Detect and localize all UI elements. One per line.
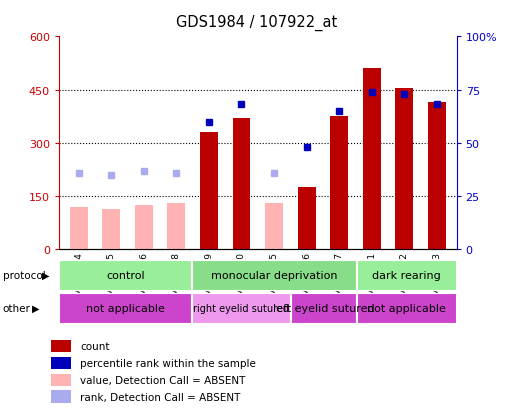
Bar — [59, 260, 191, 291]
Bar — [298, 188, 315, 250]
Bar — [428, 103, 446, 250]
Bar — [51, 391, 71, 403]
Bar — [232, 119, 250, 250]
Text: rank, Detection Call = ABSENT: rank, Detection Call = ABSENT — [80, 392, 241, 401]
Text: left eyelid sutured: left eyelid sutured — [273, 304, 375, 314]
Text: protocol: protocol — [3, 270, 45, 280]
Bar — [363, 69, 381, 250]
Text: not applicable: not applicable — [367, 304, 446, 314]
Bar — [51, 357, 71, 369]
Text: right eyelid sutured: right eyelid sutured — [193, 304, 289, 314]
Bar — [357, 260, 457, 291]
Bar — [330, 117, 348, 250]
Bar — [51, 340, 71, 352]
Text: other: other — [3, 304, 30, 313]
Text: dark rearing: dark rearing — [372, 271, 441, 281]
Text: ▶: ▶ — [32, 304, 40, 313]
Bar — [51, 374, 71, 386]
Bar — [357, 293, 457, 324]
Text: percentile rank within the sample: percentile rank within the sample — [80, 358, 256, 368]
Bar — [59, 293, 191, 324]
Bar — [102, 209, 120, 250]
Bar — [265, 204, 283, 250]
Text: not applicable: not applicable — [86, 304, 165, 314]
Bar — [396, 88, 413, 250]
Text: monocular deprivation: monocular deprivation — [211, 271, 338, 281]
Bar — [135, 206, 153, 250]
Text: value, Detection Call = ABSENT: value, Detection Call = ABSENT — [80, 375, 245, 385]
Bar — [167, 204, 185, 250]
Bar — [191, 293, 291, 324]
Text: ▶: ▶ — [42, 270, 50, 280]
Bar — [200, 133, 218, 250]
Bar — [191, 260, 357, 291]
Bar — [70, 207, 88, 250]
Text: GDS1984 / 107922_at: GDS1984 / 107922_at — [176, 14, 337, 31]
Text: control: control — [106, 271, 145, 281]
Bar — [291, 293, 357, 324]
Text: count: count — [80, 341, 110, 351]
